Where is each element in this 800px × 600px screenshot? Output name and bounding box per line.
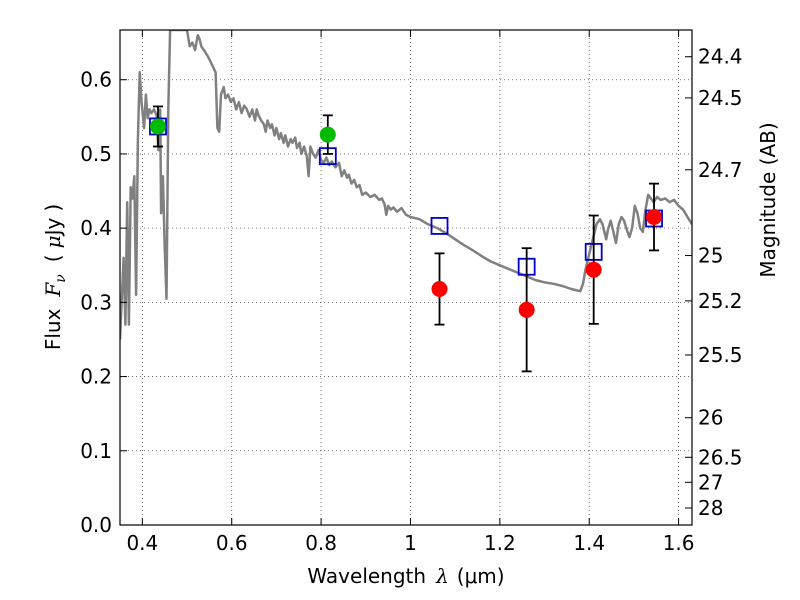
magnitude-tick-label: 27 bbox=[698, 470, 723, 494]
y-tick-label: 0.4 bbox=[80, 216, 112, 240]
plot-clipped-group bbox=[120, 30, 692, 373]
magnitude-tick-label: 26.5 bbox=[698, 445, 743, 469]
x-tick-label: 1.6 bbox=[663, 531, 695, 555]
x-tick-label: 0.4 bbox=[126, 531, 158, 555]
model-spectrum-line bbox=[120, 30, 692, 340]
x-tick-label: 1.4 bbox=[573, 531, 605, 555]
y-tick-label: 0.5 bbox=[80, 142, 112, 166]
observed-flux-point bbox=[149, 118, 166, 135]
axis-ticks: 0.4 0.6 0.8 1 1.2 1.4 1.6 0.0 0.1 0.2 0.3 0.4 0.5 0.6… bbox=[80, 30, 743, 555]
right-axis-title: Magnitude (AB) bbox=[756, 122, 780, 277]
y-tick-label: 0.0 bbox=[80, 513, 112, 537]
magnitude-tick-label: 24.5 bbox=[698, 86, 743, 110]
plot-area bbox=[120, 30, 692, 373]
axes-border bbox=[119, 29, 693, 526]
x-axis-title: Wavelength λ (μm) bbox=[307, 564, 504, 588]
x-tick-label: 1.2 bbox=[484, 531, 516, 555]
magnitude-tick-label: 24.7 bbox=[698, 158, 743, 182]
magnitude-tick-label: 24.4 bbox=[698, 45, 743, 69]
observed-flux-point bbox=[646, 209, 663, 226]
y-tick-label: 0.6 bbox=[80, 68, 112, 92]
observed-flux-point bbox=[585, 261, 602, 278]
magnitude-tick-label: 26 bbox=[698, 406, 723, 430]
x-tick-label: 0.8 bbox=[305, 531, 337, 555]
model-photometry-square bbox=[430, 217, 449, 235]
magnitude-tick-label: 25.2 bbox=[698, 289, 743, 313]
y-tick-label: 0.1 bbox=[80, 439, 112, 463]
x-tick-label: 1 bbox=[404, 531, 417, 555]
observed-flux-point bbox=[431, 281, 448, 298]
magnitude-tick-label: 25 bbox=[698, 244, 723, 268]
x-tick-label: 0.6 bbox=[216, 531, 248, 555]
y-axis-title: FluxFν(μJy) bbox=[41, 204, 69, 350]
observed-flux-point bbox=[518, 301, 535, 318]
y-tick-label: 0.3 bbox=[80, 290, 112, 314]
observed-flux-point bbox=[319, 126, 336, 143]
magnitude-tick-label: 28 bbox=[698, 496, 723, 520]
magnitude-tick-label: 25.5 bbox=[698, 343, 743, 367]
y-tick-label: 0.2 bbox=[80, 365, 112, 389]
axes-frame bbox=[119, 29, 693, 526]
